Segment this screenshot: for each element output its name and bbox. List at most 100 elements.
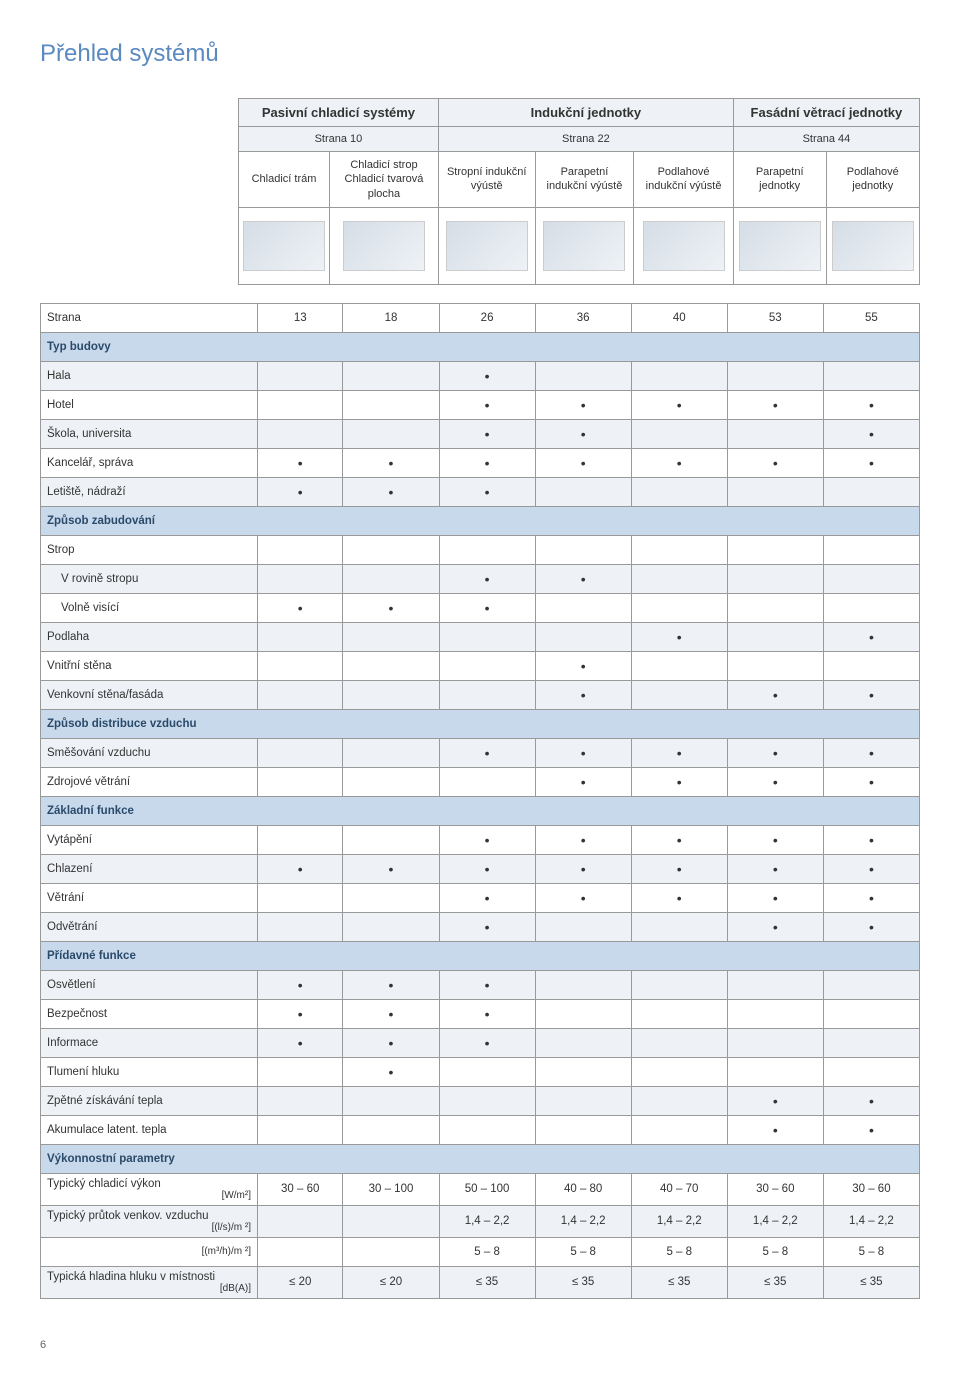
cell-dot	[343, 680, 439, 709]
cell-dot: •	[727, 390, 823, 419]
cell-dot	[439, 1086, 535, 1115]
cell-dot	[258, 912, 343, 941]
group-subheader: Strana 44	[733, 127, 919, 152]
product-image-placeholder	[739, 221, 821, 271]
section-header: Základní funkce	[41, 796, 920, 825]
cell-dot: •	[535, 419, 631, 448]
cell-dot: •	[823, 738, 919, 767]
cell-dot	[258, 738, 343, 767]
cell-value: 36	[535, 303, 631, 332]
cell-dot	[727, 477, 823, 506]
cell-value: ≤ 35	[631, 1266, 727, 1298]
cell-dot	[631, 912, 727, 941]
cell-dot: •	[631, 854, 727, 883]
cell-dot: •	[823, 854, 919, 883]
group-header: Fasádní větrací jednotky	[733, 99, 919, 127]
row-label: Odvětrání	[41, 912, 258, 941]
cell-dot	[823, 564, 919, 593]
cell-dot	[631, 999, 727, 1028]
cell-value: 1,4 – 2,2	[535, 1205, 631, 1237]
cell-dot	[823, 970, 919, 999]
cell-value	[343, 1237, 439, 1266]
cell-dot: •	[823, 419, 919, 448]
cell-dot	[823, 361, 919, 390]
row-label: Vytápění	[41, 825, 258, 854]
cell-dot: •	[823, 680, 919, 709]
row-label: Osvětlení	[41, 970, 258, 999]
cell-value: 5 – 8	[439, 1237, 535, 1266]
cell-dot	[631, 1086, 727, 1115]
cell-dot	[535, 912, 631, 941]
perf-row-label: Typická hladina hluku v místnosti[dB(A)]	[41, 1266, 258, 1298]
cell-dot	[535, 1057, 631, 1086]
cell-dot	[258, 651, 343, 680]
cell-dot: •	[535, 448, 631, 477]
group-header: Pasivní chladicí systémy	[239, 99, 439, 127]
cell-dot	[343, 825, 439, 854]
cell-dot	[535, 622, 631, 651]
column-header: Parapetní indukční výústě	[535, 152, 634, 208]
cell-dot	[343, 767, 439, 796]
cell-dot: •	[823, 883, 919, 912]
product-image-placeholder	[643, 221, 725, 271]
row-label: Zdrojové větrání	[41, 767, 258, 796]
cell-dot: •	[439, 390, 535, 419]
column-header: Parapetní jednotky	[733, 152, 826, 208]
product-image-placeholder	[446, 221, 528, 271]
row-label: Informace	[41, 1028, 258, 1057]
cell-dot	[823, 593, 919, 622]
cell-dot	[258, 1086, 343, 1115]
page-number: 6	[40, 1339, 920, 1351]
cell-dot	[439, 535, 535, 564]
cell-dot: •	[631, 390, 727, 419]
cell-dot	[439, 651, 535, 680]
cell-value: 26	[439, 303, 535, 332]
row-label: Volně visící	[41, 593, 258, 622]
cell-dot: •	[439, 825, 535, 854]
row-label: V rovině stropu	[41, 564, 258, 593]
cell-dot: •	[439, 477, 535, 506]
row-label: Kancelář, správa	[41, 448, 258, 477]
cell-value: ≤ 35	[727, 1266, 823, 1298]
cell-value: 1,4 – 2,2	[631, 1205, 727, 1237]
cell-dot	[823, 1057, 919, 1086]
cell-dot	[823, 535, 919, 564]
group-subheader: Strana 22	[438, 127, 733, 152]
cell-dot	[535, 361, 631, 390]
cell-dot: •	[631, 448, 727, 477]
cell-dot	[258, 680, 343, 709]
cell-dot	[535, 477, 631, 506]
cell-dot: •	[631, 767, 727, 796]
cell-dot: •	[631, 883, 727, 912]
cell-dot	[343, 622, 439, 651]
cell-dot: •	[258, 448, 343, 477]
cell-value: 1,4 – 2,2	[823, 1205, 919, 1237]
cell-dot: •	[258, 999, 343, 1028]
cell-dot: •	[535, 390, 631, 419]
cell-dot	[343, 390, 439, 419]
cell-value: 13	[258, 303, 343, 332]
row-label: Bezpečnost	[41, 999, 258, 1028]
cell-value: ≤ 35	[823, 1266, 919, 1298]
cell-dot: •	[535, 883, 631, 912]
cell-dot: •	[823, 767, 919, 796]
cell-dot: •	[439, 854, 535, 883]
cell-dot	[258, 767, 343, 796]
cell-dot: •	[439, 912, 535, 941]
cell-dot	[631, 535, 727, 564]
cell-dot: •	[343, 1057, 439, 1086]
cell-dot	[258, 1057, 343, 1086]
cell-dot: •	[727, 883, 823, 912]
cell-value: 5 – 8	[631, 1237, 727, 1266]
cell-dot	[258, 419, 343, 448]
cell-dot	[343, 361, 439, 390]
column-header: Stropní indukční výústě	[438, 152, 535, 208]
cell-dot: •	[727, 448, 823, 477]
cell-dot	[727, 1057, 823, 1086]
cell-dot	[439, 1115, 535, 1144]
cell-dot	[727, 419, 823, 448]
cell-dot: •	[535, 680, 631, 709]
cell-dot	[258, 390, 343, 419]
cell-dot: •	[727, 1086, 823, 1115]
cell-dot	[823, 999, 919, 1028]
